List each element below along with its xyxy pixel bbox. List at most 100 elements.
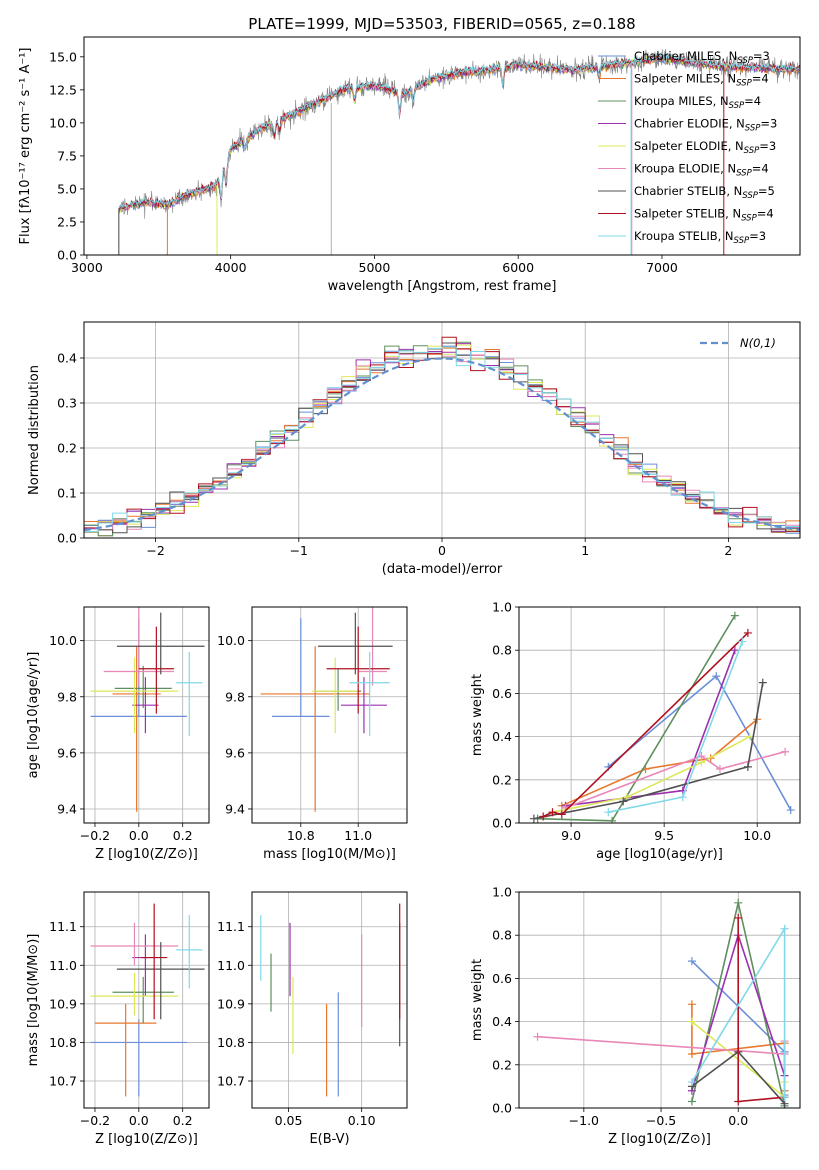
y-tick-label: 11.0 xyxy=(217,958,245,973)
legend-entry-count: =3 xyxy=(759,139,776,153)
x-tick-label: 10.8 xyxy=(287,828,315,843)
legend-entry-sub: SSP xyxy=(744,146,760,156)
panel-weight_vs_age: 9.0 9.5 10.0 0.0 0.2 0.4 0.6 0.8 1.0 age [log10(a… xyxy=(470,600,801,862)
x-axis-label: Z [log10(Z/Z⊙)] xyxy=(95,1132,198,1147)
y-tick-label: 0.0 xyxy=(492,816,512,831)
axes-frame xyxy=(83,606,210,824)
panel-spectrum: 3000 4000 5000 6000 7000 0.0 2.5 5.0 7.5 10.0 12.5… xyxy=(18,15,801,294)
legend: N(0,1) xyxy=(700,336,776,350)
x-tick-label: −0.2 xyxy=(80,828,110,843)
axes-frame xyxy=(251,891,408,1109)
x-axis-label: (data-model)/error xyxy=(382,562,503,577)
legend-entry-count: =4 xyxy=(744,94,761,108)
y-axis-label: Normed distribution xyxy=(27,365,42,495)
legend-entry: Salpeter ELODIE, NSSP=3 xyxy=(634,139,776,156)
panel-age_vs_Z: −0.2 0.0 0.2 9.4 9.6 9.8 10.0 Z [log10(Z/Z⊙)] ag… xyxy=(26,606,210,862)
errorbar xyxy=(138,626,174,714)
y-tick-label: 0.0 xyxy=(57,248,77,263)
weight-series xyxy=(557,715,762,810)
weight-series xyxy=(539,628,752,821)
errorbar xyxy=(90,657,179,734)
weight-point-marker xyxy=(529,814,538,823)
weight-series-line xyxy=(561,718,758,807)
errorbar xyxy=(272,618,330,718)
errorbar xyxy=(349,651,390,737)
y-tick-label: 9.6 xyxy=(57,745,77,760)
legend-entry-count: =4 xyxy=(752,72,769,86)
y-tick-label: 0.8 xyxy=(492,643,512,658)
ticks: −1.0 −0.5 0.0 0.0 0.2 0.4 0.6 0.8 1.0 xyxy=(492,885,748,1129)
y-tick-label: 0.8 xyxy=(492,928,512,943)
axes-frame xyxy=(83,321,801,539)
legend-entry-name: Kroupa STELIB, N xyxy=(634,229,734,243)
errorbar xyxy=(112,976,174,1024)
weight-point-marker xyxy=(730,646,739,655)
legend-entry: Chabrier STELIB, NSSP=5 xyxy=(634,184,775,201)
x-tick-label: 4000 xyxy=(215,260,247,275)
errorbar xyxy=(176,651,203,737)
ticks: −0.2 0.0 0.2 9.4 9.6 9.8 10.0 xyxy=(49,633,192,843)
y-tick-label: 1.0 xyxy=(492,885,512,900)
axes-frame xyxy=(518,606,801,824)
weight-point-marker xyxy=(780,924,789,933)
errorbar xyxy=(116,942,205,1020)
x-tick-label: −1.0 xyxy=(569,1113,599,1128)
x-tick-label: 0.2 xyxy=(173,828,193,843)
weight-series xyxy=(687,924,789,1102)
errorbar xyxy=(315,668,362,711)
y-tick-label: 0.2 xyxy=(492,772,512,787)
x-tick-label: 0.05 xyxy=(275,1113,303,1128)
y-tick-label: 11.0 xyxy=(49,958,77,973)
ticks: 3000 4000 5000 6000 7000 0.0 2.5 5.0 7.5 10.0 12.5… xyxy=(49,49,678,275)
errorbar xyxy=(90,1019,188,1097)
x-tick-label: 0 xyxy=(438,543,446,558)
x-tick-label: −2 xyxy=(146,543,164,558)
y-tick-label: 1.0 xyxy=(492,600,512,615)
y-tick-label: 9.6 xyxy=(225,745,245,760)
legend-entry-sub: SSP xyxy=(729,101,745,111)
y-axis-label: Flux [fλ10⁻¹⁷ erg cm⁻² s⁻¹ A⁻¹] xyxy=(18,48,33,245)
grid xyxy=(84,892,209,1108)
x-tick-label: 0.0 xyxy=(129,1113,149,1128)
y-tick-label: 0.6 xyxy=(492,686,512,701)
x-tick-label: 6000 xyxy=(502,260,534,275)
axes-frame xyxy=(251,606,408,824)
x-axis-label: age [log10(age/yr)] xyxy=(596,847,723,862)
weight-series-line xyxy=(542,632,749,818)
y-tick-label: 10.0 xyxy=(49,633,77,648)
legend-entry-sub: SSP xyxy=(736,169,752,179)
y-tick-label: 9.8 xyxy=(57,689,77,704)
legend-entry-name: Salpeter ELODIE, N xyxy=(634,139,744,153)
y-tick-label: 11.1 xyxy=(217,919,245,934)
x-tick-label: 9.0 xyxy=(561,828,581,843)
legend-entry-count: =5 xyxy=(758,184,775,198)
grid xyxy=(252,892,407,1108)
y-tick-label: 0.2 xyxy=(57,441,77,456)
weight-point-marker xyxy=(734,1097,743,1106)
weight-point-marker xyxy=(678,793,687,802)
weight-series xyxy=(561,747,790,812)
y-tick-label: 10.8 xyxy=(217,1035,245,1050)
weight-series xyxy=(604,637,747,817)
legend-entry-name: Chabrier STELIB, N xyxy=(634,184,742,198)
weight-point-marker xyxy=(608,816,617,823)
ticks: 9.0 9.5 10.0 0.0 0.2 0.4 0.6 0.8 1.0 xyxy=(492,600,771,844)
x-tick-label: 0.0 xyxy=(728,1113,748,1128)
weight-point-marker xyxy=(619,797,628,806)
x-tick-label: 0.2 xyxy=(173,1113,193,1128)
errorbar xyxy=(90,922,179,966)
weight-point-marker xyxy=(604,808,613,817)
legend-entry-name: Chabrier ELODIE, N xyxy=(634,117,745,131)
errorbar xyxy=(116,612,205,675)
errorbar xyxy=(94,1003,157,1097)
weight-point-marker xyxy=(539,812,548,821)
legend-entry: Kroupa STELIB, NSSP=3 xyxy=(634,229,766,246)
errorbar xyxy=(318,612,393,675)
legend-entry: Chabrier MILES, NSSP=3 xyxy=(634,49,770,66)
weight-point-marker xyxy=(786,806,795,815)
spectrum-model-line xyxy=(118,52,800,208)
x-tick-label: 5000 xyxy=(359,260,391,275)
legend-entry: N(0,1) xyxy=(740,336,776,350)
weight-point-marker xyxy=(557,810,566,819)
legend-entry-count: =3 xyxy=(753,49,770,63)
